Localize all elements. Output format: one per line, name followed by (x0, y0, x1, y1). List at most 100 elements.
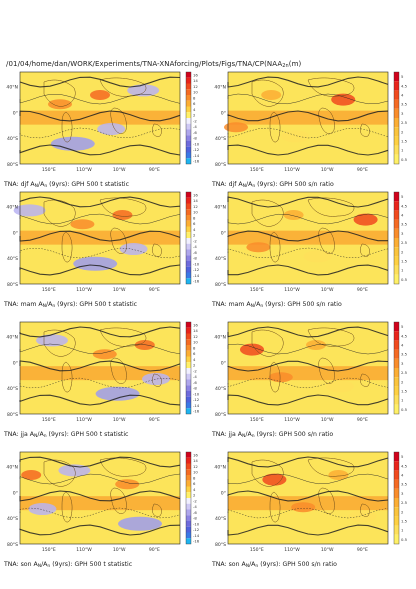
colorbar-tick-label: -2 (193, 498, 197, 503)
colorbar-swatch (186, 272, 191, 279)
contour-line (227, 196, 389, 208)
colorbar-frame (185, 321, 192, 415)
coastline-outline (360, 243, 370, 257)
field-anomaly-region (118, 516, 162, 531)
longitude-tick-label: 90°E (149, 287, 160, 293)
colorbar-swatch (186, 368, 191, 374)
colorbar-swatch (394, 228, 399, 238)
colorbar-swatch (186, 141, 191, 147)
contour-line (19, 360, 181, 372)
field-anomaly-region (134, 340, 155, 350)
panel-mam-sn-ratio: 40°N 0° 40°S 80°S 150°E 110°W 10°W 90°E 5 4.5 4 3.5… (212, 188, 412, 323)
caption-subscript: N (245, 564, 250, 569)
latitude-tick-label: 80°S (7, 542, 18, 548)
colorbar-tick-label: 12 (193, 464, 198, 469)
colorbar-swatch (186, 463, 191, 470)
colorbar-swatch (186, 538, 191, 544)
contour-line (227, 394, 389, 406)
field-anomaly-region (331, 93, 356, 106)
colorbar-swatch (186, 333, 191, 340)
coastline-outline (318, 107, 335, 134)
field-anomaly-region (48, 99, 72, 110)
contour-line (19, 144, 181, 156)
coastline-outline (110, 487, 127, 514)
longitude-tick-label: 10°W (321, 547, 334, 553)
coastline-outline (307, 457, 355, 477)
colorbar-tick-label: -10 (193, 141, 200, 146)
colorbar-swatch (394, 322, 399, 332)
longitude-tick-label: 110°W (284, 547, 300, 553)
field-anomaly-region (28, 503, 57, 516)
field-anomaly-region (348, 510, 377, 523)
colorbar-swatch (186, 379, 191, 386)
longitude-tick-label: 110°W (76, 417, 92, 423)
colorbar-tick-label: 3.5 (401, 482, 408, 487)
colorbar-tick-label: -16 (193, 539, 200, 544)
coastline-outline (318, 227, 335, 254)
colorbar-swatch (186, 402, 191, 409)
colorbar-tick-label: 4.5 (401, 203, 408, 208)
map-plot: 40°N 0° 40°S 80°S 150°E 110°W 10°W 90°E 16141210… (6, 321, 200, 423)
colorbar-tick-label: -4 (193, 504, 197, 509)
colorbar-swatch (186, 146, 191, 153)
latitude-tick-label: 0° (221, 110, 226, 116)
colorbar-swatch (186, 475, 191, 481)
map-frame (227, 451, 389, 545)
panel-caption: TNA: mam AN/An (9yrs): GPH 500 t statist… (4, 301, 204, 309)
colorbar-swatch (394, 256, 399, 266)
colorbar-tick-label: 2 (193, 363, 196, 368)
colorbar-tick-label: 5 (401, 324, 404, 329)
colorbar-swatch (394, 479, 399, 489)
panel-caption: TNA: jja AN/An (9yrs): GPH 500 s/n ratio (212, 431, 412, 439)
contour-line (227, 110, 389, 122)
colorbar-swatch (394, 377, 399, 387)
caption-text: (9yrs): GPH 500 t statistic (55, 301, 138, 308)
field-anomaly-region (70, 219, 95, 230)
colorbar-tick-label: -16 (193, 159, 200, 164)
field-anomaly-region (291, 502, 316, 513)
colorbar-swatch (394, 274, 399, 284)
colorbar-tick-label: 5 (401, 74, 404, 79)
longitude-tick-label: 110°W (284, 287, 300, 293)
field-warm-band (20, 110, 180, 125)
map-frame (19, 71, 181, 165)
map-plot: 40°N 0° 40°S 80°S 150°E 110°W 10°W 90°E 16141210… (6, 191, 200, 293)
colorbar-tick-label: 3 (401, 491, 404, 496)
colorbar-swatch (186, 77, 191, 84)
latitude-tick-label: 0° (13, 360, 18, 366)
map-frame (19, 191, 181, 285)
colorbar-tick-label: -14 (193, 403, 200, 408)
field-anomaly-region (115, 479, 140, 490)
colorbar-tick-label: 2 (401, 249, 404, 254)
panel-caption: TNA: djf AN/An (9yrs): GPH 500 t statist… (4, 181, 204, 189)
caption-text: /A (254, 301, 261, 308)
caption-text: TNA: mam A (4, 301, 43, 308)
contour-line (19, 93, 181, 105)
panel-son-sn-ratio: 40°N 0° 40°S 80°S 150°E 110°W 10°W 90°E 5 4.5 4 3.5… (212, 448, 412, 583)
field-anomaly-region (95, 386, 140, 401)
colorbar-swatch (394, 349, 399, 359)
caption-text: (9yrs): GPH 500 s/n ratio (254, 431, 334, 438)
colorbar-swatch (186, 255, 191, 261)
colorbar-tick-label: 16 (193, 322, 198, 327)
coastline-outline (269, 361, 281, 393)
colorbar-tick-label: 6 (193, 101, 196, 106)
longitude-tick-label: 150°E (250, 417, 264, 423)
colorbar-tick-label: -12 (193, 147, 200, 152)
caption-subscript: N (34, 434, 38, 439)
colorbar-swatch (186, 243, 191, 250)
colorbar-swatch (394, 136, 399, 146)
latitude-tick-label: 0° (221, 490, 226, 496)
longitude-tick-label: 150°E (250, 287, 264, 293)
colorbar-swatch (394, 108, 399, 118)
latitude-tick-label: 40°S (7, 136, 18, 142)
colorbar-swatch (186, 492, 191, 498)
contour-line (19, 230, 181, 242)
colorbar-tick-label: 4.5 (401, 333, 408, 338)
longitude-tick-label: 110°W (284, 167, 300, 173)
colorbar-tick-label: -14 (193, 153, 200, 158)
latitude-tick-label: 0° (13, 110, 18, 116)
coastline-outline (251, 79, 284, 107)
colorbar-tick-label: 3.5 (401, 222, 408, 227)
panel-caption: TNA: son AN/An (9yrs): GPH 500 t statist… (4, 561, 204, 569)
